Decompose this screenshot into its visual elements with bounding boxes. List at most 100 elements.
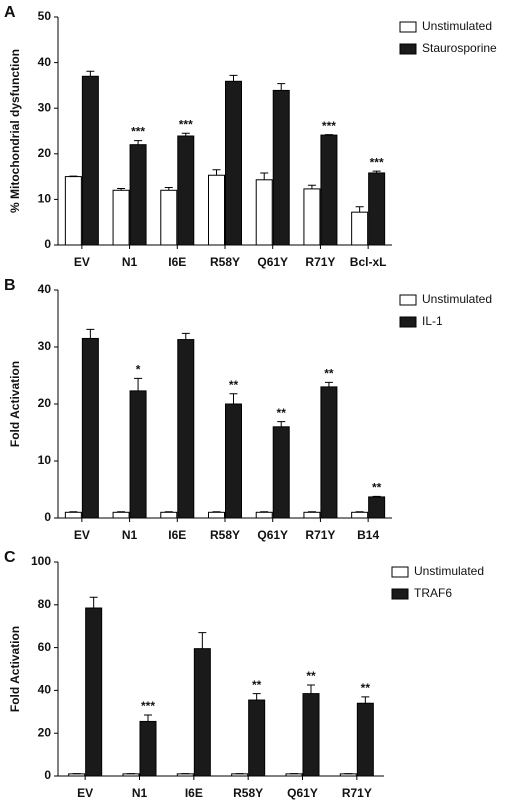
error-bar (355, 511, 364, 513)
bar (139, 720, 157, 777)
x-tick-label: I6E (168, 255, 186, 269)
bar (177, 339, 195, 519)
y-tick-label: 30 (38, 100, 52, 114)
significance-label: * (136, 363, 141, 377)
error-bar (307, 511, 316, 513)
bar (302, 693, 320, 777)
error-bar (181, 132, 190, 137)
error-bar (164, 511, 173, 513)
x-tick-label: R58Y (233, 786, 263, 800)
y-tick-label: 20 (38, 146, 52, 160)
significance-label: *** (370, 155, 384, 169)
legend-swatch (391, 566, 409, 578)
error-bar (86, 328, 95, 339)
error-bar (355, 206, 364, 213)
panel-label: A (4, 4, 16, 21)
significance-label: ** (277, 406, 287, 420)
y-tick-label: 20 (38, 396, 52, 410)
error-bar (212, 169, 221, 176)
x-tick-label: Bcl-xL (350, 255, 387, 269)
error-bar (277, 83, 286, 91)
x-tick-label: EV (77, 786, 93, 800)
significance-label: ** (252, 678, 262, 692)
legend-swatch (391, 588, 409, 600)
bar (231, 773, 249, 777)
panel-label: C (4, 549, 16, 566)
bar (351, 211, 369, 246)
bar (160, 189, 178, 246)
error-bar (144, 714, 152, 722)
bar (225, 80, 242, 246)
error-bar (164, 187, 173, 191)
legend-label: IL-1 (422, 314, 443, 328)
bar (177, 135, 195, 246)
error-bar (212, 511, 221, 513)
x-tick-label: R71Y (342, 786, 372, 800)
significance-label: ** (229, 378, 239, 392)
y-axis-title: % Mitochondrial dysfunction (8, 49, 22, 213)
error-bar (260, 172, 269, 180)
bar (248, 699, 266, 777)
bar (225, 403, 242, 519)
y-tick-label: 80 (38, 597, 52, 611)
error-bar (89, 596, 98, 609)
legend-label: Staurosporine (422, 41, 497, 55)
y-axis-title: Fold Activation (8, 626, 22, 712)
bar (122, 773, 140, 777)
bar (368, 172, 386, 246)
error-bar (198, 632, 207, 649)
bar (64, 176, 82, 246)
y-tick-label: 10 (38, 453, 52, 467)
bar (64, 511, 82, 519)
legend-label: TRAF6 (414, 586, 452, 600)
bar (255, 511, 273, 519)
significance-label: ** (324, 367, 334, 381)
error-bar (260, 511, 269, 513)
bar (285, 773, 303, 777)
y-tick-label: 0 (44, 768, 51, 782)
significance-label: ** (361, 681, 371, 695)
significance-label: *** (141, 699, 155, 713)
bar (255, 179, 273, 246)
bar (208, 174, 225, 246)
bar (356, 702, 374, 777)
error-bar (252, 693, 261, 701)
bar (320, 386, 338, 519)
error-bar (117, 187, 126, 191)
x-tick-label: R58Y (210, 528, 240, 542)
significance-label: *** (131, 125, 145, 139)
error-bar (361, 696, 370, 704)
y-tick-label: 40 (38, 55, 52, 69)
legend-label: Unstimulated (414, 564, 484, 578)
error-bar (117, 511, 126, 513)
error-bar (86, 70, 95, 77)
bar (81, 337, 99, 519)
bar (351, 511, 369, 519)
x-tick-label: N1 (122, 528, 138, 542)
x-tick-label: Q61Y (257, 528, 288, 542)
error-bar (307, 184, 316, 189)
bar (112, 511, 130, 519)
y-tick-label: 10 (38, 192, 52, 206)
y-tick-label: 40 (38, 282, 52, 296)
legend-label: Unstimulated (422, 292, 492, 306)
x-tick-label: R58Y (210, 255, 240, 269)
x-tick-label: N1 (122, 255, 138, 269)
error-bar (134, 140, 143, 145)
x-tick-label: I6E (168, 528, 186, 542)
y-tick-label: 30 (38, 339, 52, 353)
significance-label: *** (322, 119, 336, 133)
bar (272, 426, 290, 519)
error-bar (229, 393, 238, 404)
x-tick-label: Q61Y (287, 786, 318, 800)
bar (320, 134, 338, 246)
bar (368, 496, 386, 519)
bar (85, 607, 103, 777)
bar (339, 773, 357, 777)
error-bar (277, 421, 286, 427)
bar (81, 75, 99, 246)
legend-swatch (399, 21, 417, 33)
significance-label: ** (306, 669, 316, 683)
panel-label: B (4, 277, 16, 294)
